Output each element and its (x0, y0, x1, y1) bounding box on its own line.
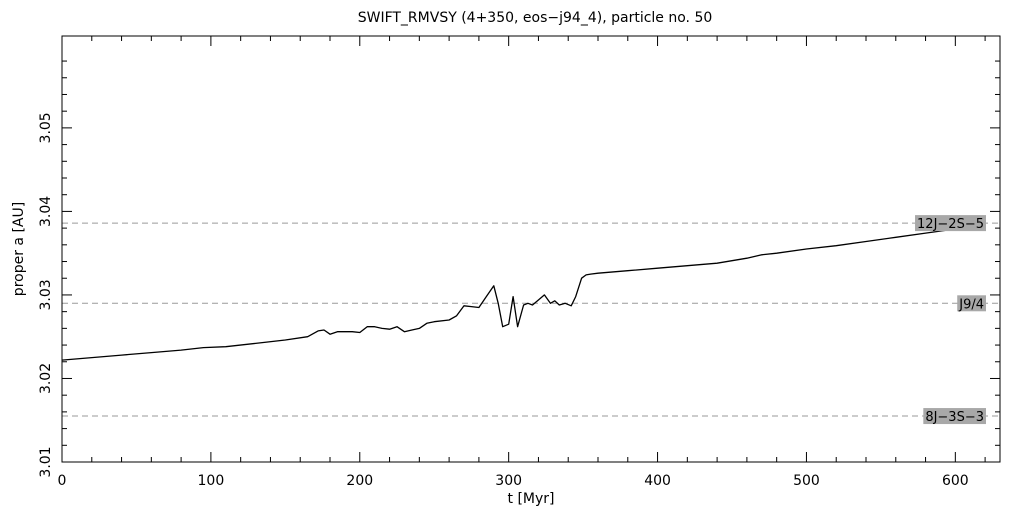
resonance-label-bg (915, 215, 986, 232)
x-tick-label: 200 (346, 473, 373, 489)
chart-title: SWIFT_RMVSY (4+350, eos−j94_4), particle… (358, 10, 713, 26)
y-tick-label: 3.01 (38, 446, 54, 477)
resonance-label-text: 12J−2S−5 (917, 217, 984, 232)
resonance-label-bg (923, 408, 986, 425)
x-tick-label: 0 (58, 473, 67, 489)
series-line (61, 224, 986, 361)
resonance-label-text: J9/4 (958, 297, 984, 312)
plot-frame (61, 35, 1001, 463)
series-layer (61, 224, 986, 361)
x-tick-label: 100 (198, 473, 225, 489)
x-tick-label: 600 (942, 473, 969, 489)
x-tick-label: 500 (793, 473, 820, 489)
resonance-label: 8J−3S−3 (923, 408, 986, 425)
x-tick-label: 400 (644, 473, 671, 489)
resonance-label-text: 8J−3S−3 (925, 410, 984, 425)
tick-labels: 0 100 200 300 400 500 600 3.01 3.02 3.03 3.04 3.05 (38, 112, 969, 489)
resonance-labels: 12J−2S−5 J9/4 8J−3S−3 (915, 215, 986, 425)
x-axis-label: t [Myr] (508, 491, 555, 507)
x-tick-label: 300 (495, 473, 522, 489)
y-tick-label: 3.05 (38, 112, 54, 143)
resonance-lines (62, 222, 1000, 417)
resonance-label-bg (957, 295, 986, 312)
resonance-label: 12J−2S−5 (915, 215, 986, 232)
resonance-label: J9/4 (957, 295, 986, 312)
axis-ticks (61, 36, 1000, 463)
y-tick-label: 3.04 (38, 196, 54, 227)
y-axis-label: proper a [AU] (11, 202, 27, 296)
y-tick-label: 3.02 (38, 363, 54, 394)
y-tick-label: 3.03 (38, 279, 54, 310)
